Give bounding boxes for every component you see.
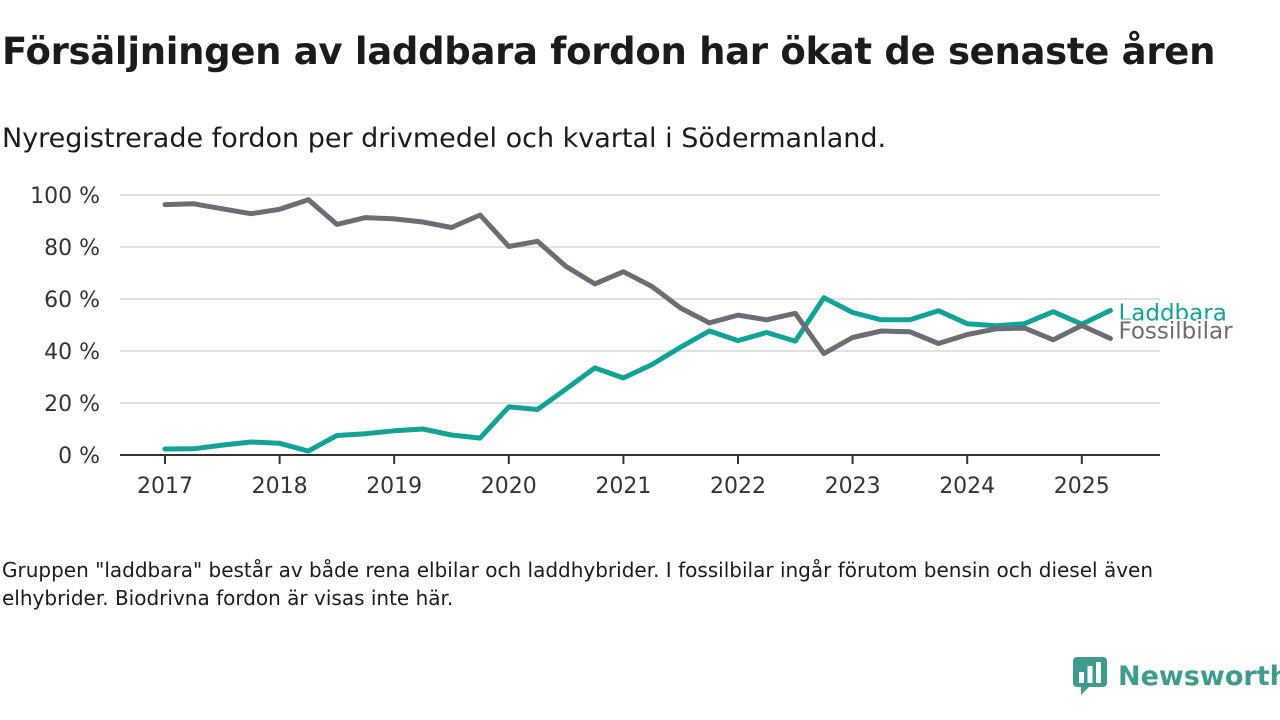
- y-tick-label: 100 %: [30, 184, 100, 209]
- x-tick-label: 2017: [137, 474, 193, 499]
- line-chart: 0 % 20 % 40 % 60 % 80 % 100 % 2017 2018 2019 2020…: [30, 184, 1235, 499]
- x-tick-label: 2021: [595, 474, 651, 499]
- x-tick-label: 2024: [939, 474, 995, 499]
- x-tick-label: 2019: [366, 474, 422, 499]
- series-label-fossilbilar: Fossilbilar: [1118, 319, 1233, 345]
- y-tick-label: 80 %: [44, 236, 100, 261]
- newsworthy-logo-text: Newsworthy: [1118, 660, 1280, 692]
- x-tick-label: 2018: [252, 474, 308, 499]
- chart-title: Försäljningen av laddbara fordon har öka…: [2, 30, 1216, 73]
- series-label-laddbara: Laddbara: [1118, 300, 1226, 326]
- y-tick-label: 0 %: [58, 444, 100, 469]
- x-tick-label: 2025: [1054, 474, 1110, 499]
- newsworthy-logo-icon: [1073, 657, 1107, 695]
- x-tick-label: 2020: [481, 474, 537, 499]
- y-tick-label: 20 %: [44, 392, 100, 417]
- chart-subtitle: Nyregistrerade fordon per drivmedel och …: [2, 123, 887, 154]
- series-line-laddbara: [162, 295, 1113, 454]
- y-tick-label: 40 %: [44, 340, 100, 365]
- series-line-fossilbilar: [162, 197, 1113, 357]
- newsworthy-logo: Newsworthy: [1072, 656, 1280, 696]
- x-tick-label: 2023: [825, 474, 881, 499]
- x-tick-label: 2022: [710, 474, 766, 499]
- chart-footnote: Gruppen "laddbara" består av både rena e…: [2, 558, 1154, 610]
- y-tick-label: 60 %: [44, 288, 100, 313]
